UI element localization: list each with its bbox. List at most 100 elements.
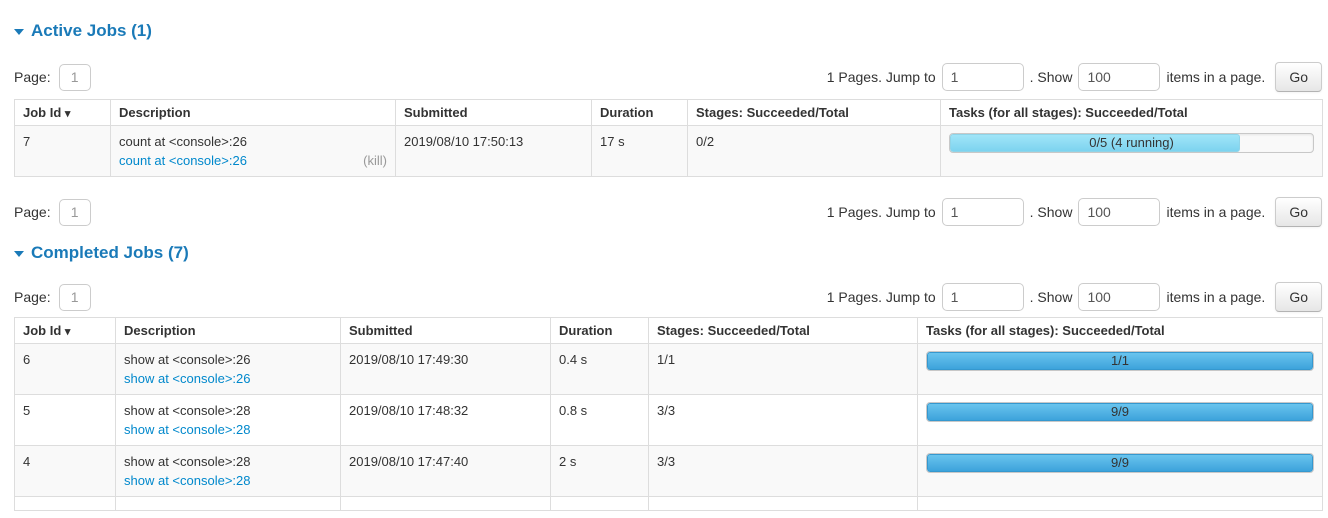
submitted-cell: 2019/08/10 17:47:40 bbox=[340, 445, 551, 497]
column-header-description[interactable]: Description bbox=[115, 317, 341, 344]
column-header-submitted[interactable]: Submitted bbox=[340, 317, 551, 344]
description-cell: count at <console>:26 count at <console>… bbox=[110, 125, 396, 177]
column-header-job-id[interactable]: Job Id ▾ bbox=[14, 99, 111, 126]
tasks-progress-bar: 0/5 (4 running) bbox=[949, 133, 1314, 153]
go-button[interactable]: Go bbox=[1275, 282, 1322, 312]
items-label: items in a page. bbox=[1166, 204, 1266, 220]
jump-to-page-input[interactable] bbox=[941, 63, 1024, 91]
duration-cell: 17 s bbox=[591, 125, 688, 177]
items-per-page-input[interactable] bbox=[1078, 283, 1161, 311]
tasks-progress-bar: 9/9 bbox=[926, 453, 1314, 473]
collapse-arrow-icon bbox=[14, 251, 24, 257]
page-label: Page: bbox=[14, 69, 51, 85]
column-header-tasks[interactable]: Tasks (for all stages): Succeeded/Total bbox=[940, 99, 1323, 126]
description-text: show at <console>:28 bbox=[124, 454, 251, 469]
table-row: 5 show at <console>:28 show at <console>… bbox=[14, 394, 1323, 446]
sort-desc-icon: ▾ bbox=[64, 326, 71, 338]
kill-link[interactable]: (kill) bbox=[363, 153, 387, 168]
tasks-progress-bar: 9/9 bbox=[926, 402, 1314, 422]
page-label: Page: bbox=[14, 289, 51, 305]
column-header-tasks[interactable]: Tasks (for all stages): Succeeded/Total bbox=[917, 317, 1323, 344]
column-header-stages[interactable]: Stages: Succeeded/Total bbox=[687, 99, 941, 126]
duration-cell: 2 s bbox=[550, 445, 649, 497]
page-number-input[interactable] bbox=[58, 198, 91, 226]
collapse-arrow-icon bbox=[14, 29, 24, 35]
active-jobs-title: Active Jobs (1) bbox=[31, 21, 152, 40]
sort-desc-icon: ▾ bbox=[64, 108, 71, 120]
submitted-cell: 2019/08/10 17:49:30 bbox=[340, 343, 551, 395]
progress-label: 9/9 bbox=[1110, 404, 1130, 419]
table-row-partial bbox=[14, 496, 1323, 511]
jump-to-page-input[interactable] bbox=[941, 198, 1024, 226]
tasks-cell: 1/1 bbox=[917, 343, 1323, 395]
description-text: show at <console>:28 bbox=[124, 403, 251, 418]
job-detail-link[interactable]: show at <console>:28 bbox=[124, 422, 251, 437]
items-per-page-input[interactable] bbox=[1078, 63, 1161, 91]
column-header-description[interactable]: Description bbox=[110, 99, 396, 126]
pages-summary: 1 Pages. Jump to bbox=[826, 204, 936, 220]
description-text: count at <console>:26 bbox=[119, 134, 247, 149]
table-header-row: Job Id ▾ Description Submitted Duration … bbox=[14, 99, 1323, 126]
jump-to-page-input[interactable] bbox=[941, 283, 1024, 311]
progress-completed-fill bbox=[927, 454, 1313, 472]
table-row: 6 show at <console>:26 show at <console>… bbox=[14, 343, 1323, 395]
completed-pagination-top: Page: 1 Pages. Jump to . Show items in a… bbox=[14, 282, 1322, 312]
duration-cell: 0.8 s bbox=[550, 394, 649, 446]
progress-running-fill bbox=[950, 134, 1241, 152]
go-button[interactable]: Go bbox=[1275, 62, 1322, 92]
table-row: 7 count at <console>:26 count at <consol… bbox=[14, 125, 1323, 177]
job-id-cell: 7 bbox=[14, 125, 111, 177]
progress-label: 0/5 (4 running) bbox=[1089, 135, 1174, 150]
items-label: items in a page. bbox=[1166, 69, 1266, 85]
tasks-cell: 9/9 bbox=[917, 394, 1323, 446]
active-pagination-top: Page: 1 Pages. Jump to . Show items in a… bbox=[14, 62, 1322, 92]
submitted-cell: 2019/08/10 17:48:32 bbox=[340, 394, 551, 446]
active-pagination-bottom: Page: 1 Pages. Jump to . Show items in a… bbox=[14, 197, 1322, 227]
job-id-cell: 4 bbox=[14, 445, 116, 497]
job-id-cell: 5 bbox=[14, 394, 116, 446]
pages-summary: 1 Pages. Jump to bbox=[826, 69, 936, 85]
page-number-input[interactable] bbox=[58, 63, 91, 91]
completed-jobs-title: Completed Jobs (7) bbox=[31, 243, 189, 262]
active-jobs-header[interactable]: Active Jobs (1) bbox=[14, 21, 152, 40]
tasks-progress-bar: 1/1 bbox=[926, 351, 1314, 371]
progress-label: 1/1 bbox=[1110, 353, 1130, 368]
completed-jobs-header[interactable]: Completed Jobs (7) bbox=[14, 243, 189, 262]
show-label: . Show bbox=[1029, 289, 1073, 305]
duration-cell: 0.4 s bbox=[550, 343, 649, 395]
submitted-cell: 2019/08/10 17:50:13 bbox=[395, 125, 592, 177]
job-detail-link[interactable]: show at <console>:28 bbox=[124, 473, 251, 488]
go-button[interactable]: Go bbox=[1275, 197, 1322, 227]
stages-cell: 3/3 bbox=[648, 445, 918, 497]
active-jobs-table: Job Id ▾ Description Submitted Duration … bbox=[14, 99, 1323, 177]
tasks-cell: 0/5 (4 running) bbox=[940, 125, 1323, 177]
table-row: 4 show at <console>:28 show at <console>… bbox=[14, 445, 1323, 497]
progress-label: 9/9 bbox=[1110, 455, 1130, 470]
tasks-cell: 9/9 bbox=[917, 445, 1323, 497]
column-header-job-id[interactable]: Job Id ▾ bbox=[14, 317, 116, 344]
page-label: Page: bbox=[14, 204, 51, 220]
completed-jobs-table: Job Id ▾ Description Submitted Duration … bbox=[14, 317, 1323, 511]
table-header-row: Job Id ▾ Description Submitted Duration … bbox=[14, 317, 1323, 344]
description-text: show at <console>:26 bbox=[124, 352, 251, 367]
items-label: items in a page. bbox=[1166, 289, 1266, 305]
column-header-duration[interactable]: Duration bbox=[550, 317, 649, 344]
job-id-cell: 6 bbox=[14, 343, 116, 395]
description-cell: show at <console>:28 show at <console>:2… bbox=[115, 445, 341, 497]
progress-completed-fill bbox=[927, 352, 1313, 370]
stages-cell: 3/3 bbox=[648, 394, 918, 446]
description-cell: show at <console>:28 show at <console>:2… bbox=[115, 394, 341, 446]
items-per-page-input[interactable] bbox=[1078, 198, 1161, 226]
column-header-stages[interactable]: Stages: Succeeded/Total bbox=[648, 317, 918, 344]
column-header-submitted[interactable]: Submitted bbox=[395, 99, 592, 126]
progress-completed-fill bbox=[927, 403, 1313, 421]
column-header-duration[interactable]: Duration bbox=[591, 99, 688, 126]
show-label: . Show bbox=[1029, 204, 1073, 220]
pages-summary: 1 Pages. Jump to bbox=[826, 289, 936, 305]
stages-cell: 1/1 bbox=[648, 343, 918, 395]
job-detail-link[interactable]: show at <console>:26 bbox=[124, 371, 251, 386]
spark-jobs-page: Active Jobs (1) Page: 1 Pages. Jump to .… bbox=[0, 21, 1328, 511]
page-number-input[interactable] bbox=[58, 283, 91, 311]
job-detail-link[interactable]: count at <console>:26 bbox=[119, 153, 247, 168]
description-cell: show at <console>:26 show at <console>:2… bbox=[115, 343, 341, 395]
